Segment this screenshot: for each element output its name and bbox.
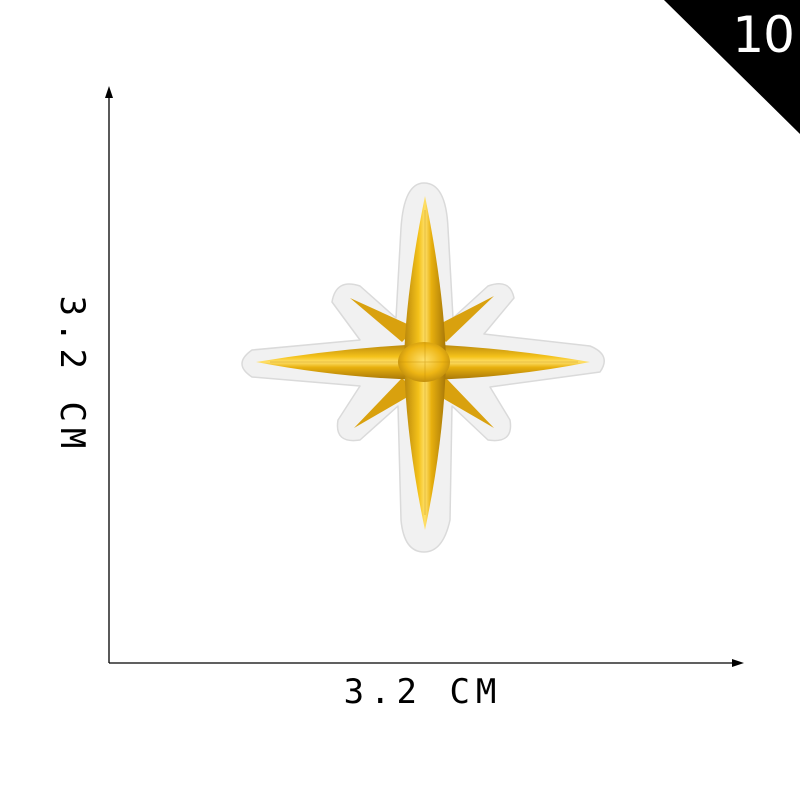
image-number: 10 bbox=[732, 6, 795, 64]
diagonal-rays bbox=[350, 296, 494, 428]
ray-upper-left bbox=[350, 298, 416, 342]
dimension-axes bbox=[105, 86, 744, 667]
ray-lower-right bbox=[432, 378, 494, 428]
ray-lower-left bbox=[354, 378, 416, 428]
corner-badge: 10 bbox=[660, 0, 800, 140]
height-dimension-label: 3.2 CM bbox=[52, 295, 92, 455]
width-dimension-label: 3.2 CM bbox=[343, 672, 503, 712]
stitch-texture bbox=[270, 210, 578, 515]
horizontal-arrowhead bbox=[732, 659, 744, 667]
corner-badge-triangle bbox=[664, 0, 800, 134]
star-patch bbox=[241, 182, 605, 553]
ray-upper-right bbox=[432, 296, 494, 342]
vertical-arrowhead bbox=[105, 86, 113, 98]
